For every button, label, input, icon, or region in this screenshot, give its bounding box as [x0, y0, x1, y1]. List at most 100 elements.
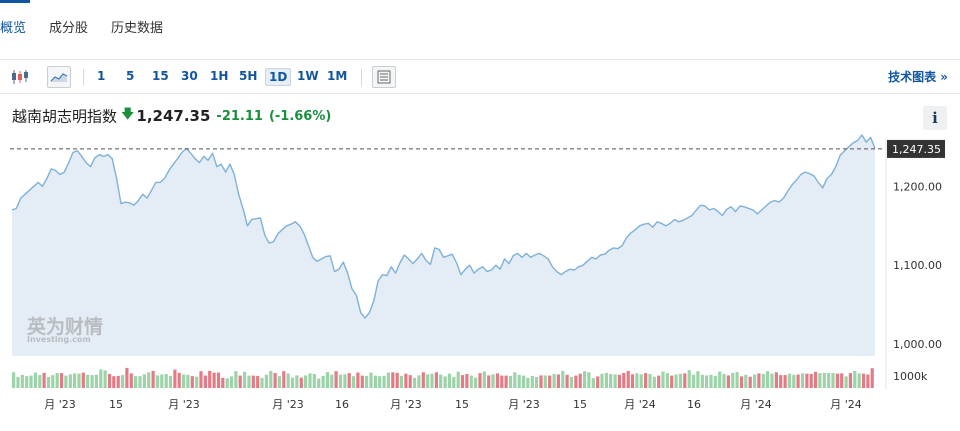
volume-bar — [853, 370, 857, 388]
timeframe-5[interactable]: 5 — [126, 69, 135, 83]
volume-bar — [609, 374, 613, 388]
volume-bar — [822, 372, 826, 388]
volume-bar — [644, 373, 648, 388]
volume-bar — [216, 372, 221, 388]
volume-bar — [343, 374, 347, 389]
volume-bar — [168, 375, 173, 388]
volume-bar — [25, 376, 29, 388]
volume-bar — [744, 374, 748, 388]
volume-bar — [831, 373, 835, 388]
volume-bar — [81, 372, 85, 388]
volume-bar — [870, 368, 874, 388]
volume-bar — [835, 373, 839, 388]
volume-bar — [718, 371, 722, 388]
volume-bar — [369, 372, 373, 388]
timeframe-1w[interactable]: 1W — [297, 69, 319, 83]
x-tick-label: 月 '23 — [168, 398, 200, 411]
price-change: -21.11 — [216, 108, 263, 124]
volume-bar — [779, 375, 783, 388]
volume-bar — [264, 374, 268, 388]
timeframe-30[interactable]: 30 — [181, 69, 198, 83]
volume-bar — [20, 374, 24, 388]
volume-bar — [33, 372, 37, 388]
timeframe-1[interactable]: 1 — [97, 69, 106, 83]
volume-bar — [670, 375, 674, 388]
volume-bar — [482, 371, 486, 388]
volume-bar — [809, 374, 813, 388]
volume-bar — [487, 375, 491, 388]
volume-bar — [460, 375, 465, 388]
volume-bar — [330, 374, 334, 388]
volume-bar — [134, 376, 138, 388]
volume-bar — [561, 370, 565, 388]
volume-bar — [840, 373, 844, 388]
candlestick-chart-icon[interactable] — [8, 66, 32, 88]
timeframe-1m[interactable]: 1M — [327, 69, 348, 83]
volume-bar — [622, 372, 626, 388]
volume-bar — [386, 372, 390, 388]
x-tick-label: 月 '24 — [740, 398, 772, 411]
volume-bar — [64, 375, 68, 388]
volume-bar — [347, 373, 351, 388]
volume-bar — [277, 376, 282, 388]
volume-bar — [99, 369, 103, 388]
volume-bar — [796, 374, 800, 388]
volume-bar — [273, 373, 277, 388]
volume-bar — [42, 372, 46, 388]
tab-overview[interactable]: 概览 — [0, 21, 27, 36]
volume-bar — [73, 373, 77, 388]
x-tick-label: 月 '23 — [272, 398, 304, 411]
volume-bar — [700, 374, 704, 388]
volume-bar — [866, 374, 870, 388]
area-chart-icon[interactable] — [47, 66, 71, 88]
volume-bar — [787, 373, 791, 388]
timeframe-5h[interactable]: 5H — [239, 69, 258, 83]
volume-bar — [90, 375, 94, 388]
volume-bar — [604, 372, 608, 388]
timeframe-1d[interactable]: 1D — [265, 68, 292, 86]
volume-bar — [844, 376, 848, 388]
y-tick-label: 1,100.00 — [893, 259, 942, 272]
volume-bar — [421, 372, 425, 388]
volume-bar — [426, 374, 430, 389]
timeframe-1h[interactable]: 1H — [210, 69, 229, 83]
volume-bar — [596, 376, 600, 388]
tab-components[interactable]: 成分股 — [49, 21, 89, 36]
volume-bar — [382, 375, 386, 388]
price-area — [12, 135, 875, 356]
volume-bar — [282, 371, 286, 388]
x-tick-label: 月 '23 — [44, 398, 76, 411]
timeframe-15[interactable]: 15 — [152, 69, 169, 83]
volume-bar — [766, 371, 770, 388]
volume-bar — [68, 374, 72, 389]
volume-bar — [639, 374, 643, 389]
volume-bar — [814, 371, 818, 388]
volume-bar — [338, 374, 343, 388]
tab-historical-data[interactable]: 历史数据 — [111, 21, 164, 36]
volume-bar — [709, 374, 713, 388]
volume-bar — [757, 373, 761, 388]
volume-bar — [269, 370, 273, 388]
volume-bar — [221, 377, 225, 388]
volume-bar — [365, 375, 369, 388]
volume-bar — [739, 376, 744, 388]
volume-bar — [456, 371, 460, 388]
index-name: 越南胡志明指数 — [12, 107, 118, 126]
volume-bar — [177, 372, 181, 388]
volume-bar — [583, 371, 587, 388]
volume-bar — [652, 376, 656, 388]
volume-bar — [548, 375, 552, 388]
volume-bar — [290, 377, 295, 388]
table-view-icon[interactable] — [372, 66, 396, 88]
volume-bar — [59, 373, 64, 388]
y-tick-label: 1,000.00 — [893, 338, 942, 351]
volume-bar — [526, 377, 530, 388]
volume-bar — [569, 377, 574, 388]
volume-bar — [77, 373, 81, 388]
info-icon[interactable]: i — [923, 106, 947, 130]
volume-bar — [565, 374, 569, 388]
volume-bar — [761, 374, 765, 388]
volume-bar — [508, 375, 513, 388]
advanced-chart-link[interactable]: 技术图表 » — [888, 70, 948, 84]
